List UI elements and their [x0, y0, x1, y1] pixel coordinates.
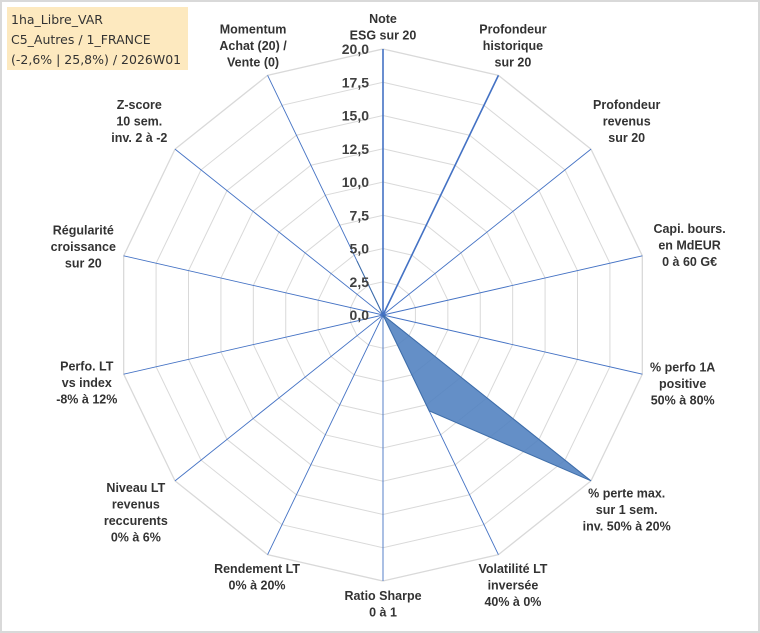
- spoke-line: [174, 148, 384, 316]
- axis-label-line: Note: [369, 12, 397, 26]
- axis-label-line: sur 20: [495, 55, 532, 69]
- axis-label: % perte max. sur 1 sem. inv. 50% à 20%: [583, 486, 671, 533]
- axis-label-line: inv. 50% à 20%: [583, 519, 671, 533]
- radar-reference-lines: [382, 49, 500, 316]
- spoke-line: [382, 314, 643, 375]
- reference-line: [382, 74, 500, 316]
- axis-label-line: Capi. bours.: [653, 222, 725, 236]
- axis-label-line: Volatilité LT: [478, 562, 547, 576]
- info-box: 1ha_Libre_VAR C5_Autres / 1_FRANCE (-2,6…: [7, 7, 188, 70]
- axis-label-line: 0% à 6%: [111, 530, 161, 544]
- axis-label-line: Momentum: [220, 22, 287, 36]
- axis-label-line: -8% à 12%: [56, 393, 117, 407]
- spoke-line: [123, 255, 384, 316]
- axis-label-line: Z-score: [117, 98, 162, 112]
- axis-label-line: Niveau LT: [106, 481, 165, 495]
- axis-label: Profondeur revenus sur 20: [593, 98, 660, 145]
- radar-tick-labels: 0,0 2,5 5,0 7,5 10,0 12,5 15,0 17,5 20,0: [342, 41, 369, 323]
- axis-label-line: 10 sem.: [116, 114, 162, 128]
- tick-label: 17,5: [342, 74, 369, 90]
- tick-label: 15,0: [342, 108, 369, 124]
- series-area: [356, 260, 592, 482]
- axis-label: Capi. bours. en MdEUR 0 à 60 G€: [653, 222, 725, 269]
- tick-label: 10,0: [342, 174, 369, 190]
- spoke-line: [174, 314, 384, 482]
- axis-label-line: historique: [483, 39, 543, 53]
- info-line-1: 1ha_Libre_VAR: [11, 12, 103, 27]
- axis-label: Z-score 10 sem. inv. 2 à -2: [111, 98, 167, 145]
- axis-label-line: Perfo. LT: [60, 360, 114, 374]
- spoke-line: [382, 148, 592, 316]
- axis-label-line: inv. 2 à -2: [111, 131, 167, 145]
- spoke-line: [267, 314, 384, 555]
- axis-label-line: % perte max.: [588, 486, 665, 500]
- info-line-2: C5_Autres / 1_FRANCE: [11, 32, 151, 47]
- axis-label: Régularité croissance sur 20: [51, 224, 116, 271]
- axis-label-line: % perfo 1A: [650, 361, 715, 375]
- axis-label-line: revenus: [603, 114, 651, 128]
- tick-label: 12,5: [342, 141, 369, 157]
- spoke-line: [382, 255, 643, 316]
- axis-label-line: 0% à 20%: [229, 578, 286, 592]
- axis-label-line: sur 20: [65, 257, 102, 271]
- axis-label-line: Profondeur: [593, 98, 660, 112]
- axis-label-line: sur 20: [608, 131, 645, 145]
- tick-label: 20,0: [342, 41, 369, 57]
- axis-label: Momentum Achat (20) / Vente (0): [219, 22, 287, 69]
- axis-label-line: vs index: [62, 376, 112, 390]
- axis-label: Ratio Sharpe 0 à 1: [344, 589, 421, 620]
- axis-label: % perfo 1A positive 50% à 80%: [650, 361, 715, 408]
- radar-series: [356, 260, 592, 482]
- axis-label-line: inversée: [488, 578, 539, 592]
- radar-axis-labels: Note ESG sur 20 Profondeur historique sur 20…: [51, 12, 726, 620]
- tick-label: 2,5: [350, 274, 370, 290]
- spoke-line: [123, 314, 384, 375]
- axis-label-line: ESG sur 20: [350, 28, 417, 42]
- axis-label-line: sur 1 sem.: [596, 503, 658, 517]
- axis-label: Profondeur historique sur 20: [479, 22, 546, 69]
- tick-label: 5,0: [350, 241, 370, 257]
- axis-label: Volatilité LT inversée 40% à 0%: [478, 562, 547, 609]
- axis-label-line: croissance: [51, 240, 116, 254]
- axis-label-line: Ratio Sharpe: [344, 589, 421, 603]
- info-line-3: (-2,6% | 25,8%) / 2026W01: [11, 52, 182, 67]
- tick-label: 0,0: [350, 307, 370, 323]
- axis-label-line: Achat (20) /: [219, 39, 287, 53]
- axis-label-line: 50% à 80%: [651, 394, 715, 408]
- axis-label-line: positive: [659, 377, 706, 391]
- axis-label-line: Rendement LT: [214, 562, 300, 576]
- axis-label: Niveau LT revenus reccurents 0% à 6%: [104, 481, 168, 545]
- axis-label-line: en MdEUR: [658, 239, 721, 253]
- tick-label: 7,5: [350, 207, 370, 223]
- axis-label-line: reccurents: [104, 514, 168, 528]
- axis-label-line: Vente (0): [227, 55, 279, 69]
- axis-label-line: 0 à 60 G€: [662, 255, 717, 269]
- axis-label-line: 40% à 0%: [484, 595, 541, 609]
- axis-label-line: 0 à 1: [369, 605, 397, 619]
- axis-label: Note ESG sur 20: [350, 12, 417, 43]
- axis-label-line: Régularité: [53, 224, 114, 238]
- axis-label: Perfo. LT vs index -8% à 12%: [56, 360, 117, 407]
- axis-label: Rendement LT 0% à 20%: [214, 562, 300, 593]
- axis-label-line: Profondeur: [479, 22, 546, 36]
- axis-label-line: revenus: [112, 497, 160, 511]
